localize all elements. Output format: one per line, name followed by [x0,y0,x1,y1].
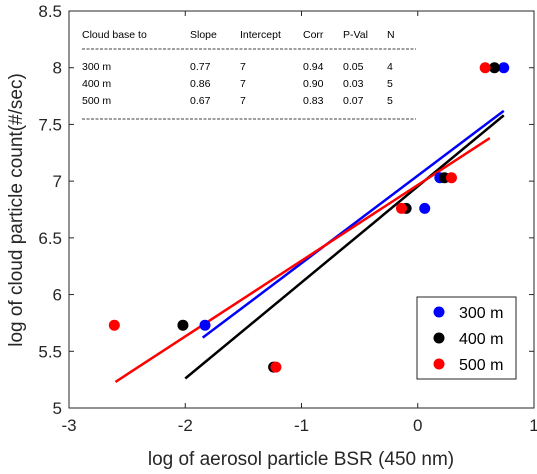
table-cell: 5 [387,95,393,107]
y-tick-label: 5.5 [38,342,62,361]
x-axis-label: log of aerosol particle BSR (450 nm) [148,449,454,470]
data-point [479,62,491,74]
fit-line [201,109,505,339]
table-cell: 4 [387,61,393,73]
table-cell: 0.05 [343,61,364,73]
fit-lines [114,109,505,383]
table-header-cell: P-Val [343,29,368,41]
table-cell: 0.67 [190,95,211,107]
x-tick-label: -2 [178,416,193,435]
data-point [395,202,407,214]
data-point [445,172,457,184]
y-tick-label: 8.5 [38,2,62,21]
y-tick-label: 6.5 [38,229,62,248]
legend: 300 m 400 m 500 m [416,296,517,380]
x-tick-label: 0 [413,416,422,435]
table-cell: 0.86 [190,78,211,90]
data-point [199,319,211,331]
table-cell: 0.77 [190,61,211,73]
data-point [488,62,500,74]
table-cell: 7 [240,78,246,90]
legend-marker [433,358,445,370]
data-point [270,361,282,373]
y-tick-label: 5 [53,399,62,418]
stats-table: Cloud base to Slope Intercept Corr P-Val N 300… [82,29,416,120]
table-cell: 7 [240,95,246,107]
y-tick-label: 7.5 [38,115,62,134]
table-cell: 0.94 [303,61,324,73]
data-point [419,202,431,214]
table-header-cell: N [387,29,395,41]
table-header-cell: Intercept [240,29,281,41]
y-axis-ticks: 5 5.5 6 6.5 7 7.5 8 8.5 [38,2,534,418]
legend-marker [433,306,445,318]
y-tick-label: 7 [53,172,62,191]
table-cell: 400 m [82,78,111,90]
table-cell: 0.03 [343,78,364,90]
data-point [108,319,120,331]
y-axis-label: log of cloud particle count(#/sec) [6,73,27,347]
x-tick-label: 1 [529,416,537,435]
data-points [108,62,510,373]
table-cell: 300 m [82,61,111,73]
legend-label: 400 m [459,331,503,348]
y-tick-label: 6 [53,286,62,305]
table-header-cell: Slope [190,29,217,41]
x-axis-ticks: -3 -2 -1 0 1 [61,11,537,435]
legend-marker [433,332,445,344]
x-tick-label: -3 [61,416,76,435]
table-cell: 0.07 [343,95,364,107]
table-cell: 0.90 [303,78,324,90]
data-point [177,319,189,331]
legend-label: 500 m [459,357,503,374]
table-cell: 7 [240,61,246,73]
x-tick-label: -1 [294,416,309,435]
data-point [498,62,510,74]
table-header-cell: Cloud base to [82,29,147,41]
y-tick-label: 8 [53,59,62,78]
fit-line [184,114,505,380]
table-cell: 0.83 [303,95,324,107]
fit-line [114,136,491,383]
table-cell: 5 [387,78,393,90]
legend-label: 300 m [459,305,503,322]
table-header-cell: Corr [303,29,324,41]
table-cell: 500 m [82,95,111,107]
